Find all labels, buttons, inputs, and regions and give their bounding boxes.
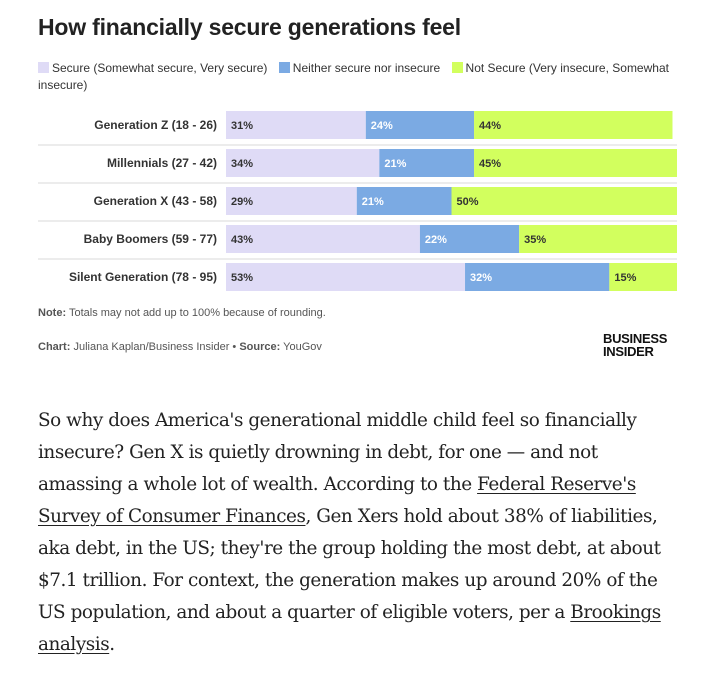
article-text-2: , Gen Xers hold about 38% of liabilities… [38,506,661,623]
data-label: 29% [231,196,253,208]
chart-legend: Secure (Somewhat secure, Very secure) Ne… [38,60,688,94]
data-label: 15% [614,272,636,284]
legend-item-secure: Secure (Somewhat secure, Very secure) [38,61,267,75]
data-label: 21% [362,196,384,208]
legend-swatch-neither [278,62,290,73]
logo-line-1: BUSINESS [603,331,668,346]
note-text: Totals may not add up to 100% because of… [66,307,326,319]
credit-chart-text: Juliana Kaplan/Business Insider • [70,341,240,353]
bar-segment [226,225,420,253]
bar-segment [356,187,452,215]
data-label: 21% [384,158,406,170]
logo-line-2: INSIDER [603,344,654,359]
business-insider-logo: BUSINESS INSIDER [603,332,667,358]
chart-title: How financially secure generations feel [38,14,461,40]
legend-swatch-not-secure [451,62,463,73]
federal-reserve-link[interactable]: Federal Reserve's Survey of Consumer Fin… [38,474,636,527]
article-text-3: . [109,634,115,655]
chart-note: Note: Totals may not add up to 100% beca… [38,307,326,319]
article-paragraph: So why does America's generational middl… [38,405,678,661]
legend-item-neither: Neither secure nor insecure [278,61,441,75]
bar-segment [226,187,357,215]
legend-label-neither: Neither secure nor insecure [292,61,441,75]
article-text-1: So why does America's generational middl… [38,410,637,495]
legend-label-not-secure: Not Secure (Very insecure, Somewhat inse… [38,61,669,92]
legend-label-secure: Secure (Somewhat secure, Very secure) [52,61,268,75]
bar-segment [365,111,475,139]
credit-source-text: YouGov [280,341,322,353]
data-label: 32% [470,272,492,284]
data-label: 44% [479,120,501,132]
category-label: Generation X (43 - 58) [94,194,217,208]
stacked-bar-chart: Generation Z (18 - 26) 31% 24% 44% Millennia… [38,111,677,291]
bar-segment [379,149,475,177]
brookings-link[interactable]: Brookings analysis [38,602,661,655]
data-label: 24% [371,120,393,132]
chart-credit: Chart: Juliana Kaplan/Business Insider •… [38,341,322,353]
legend-item-not-secure: Not Secure (Very insecure, Somewhat inse… [38,61,669,92]
bar-segment [474,111,673,139]
category-label: Silent Generation (78 - 95) [69,270,217,284]
bar-segment [465,263,610,291]
data-label: 22% [425,234,447,246]
bar-segment [474,149,677,177]
bar-segment [519,225,677,253]
data-label: 31% [231,120,253,132]
data-label: 34% [231,158,253,170]
legend-swatch-secure [38,62,49,73]
data-label: 53% [231,272,253,284]
bar-segment [226,149,380,177]
bar-segment [419,225,520,253]
note-prefix: Note: [38,307,67,319]
credit-chart-prefix: Chart: [38,341,71,353]
category-label: Generation Z (18 - 26) [94,118,217,132]
bar-segment [226,111,366,139]
bar-segment [609,263,677,291]
category-label: Baby Boomers (59 - 77) [84,232,217,246]
data-label: 35% [524,234,546,246]
bar-segment [226,263,466,291]
bar-segment [451,187,677,215]
data-label: 50% [457,196,479,208]
data-label: 43% [231,234,253,246]
data-label: 45% [479,158,501,170]
credit-source-prefix: Source: [239,341,281,353]
category-label: Millennials (27 - 42) [107,156,217,170]
